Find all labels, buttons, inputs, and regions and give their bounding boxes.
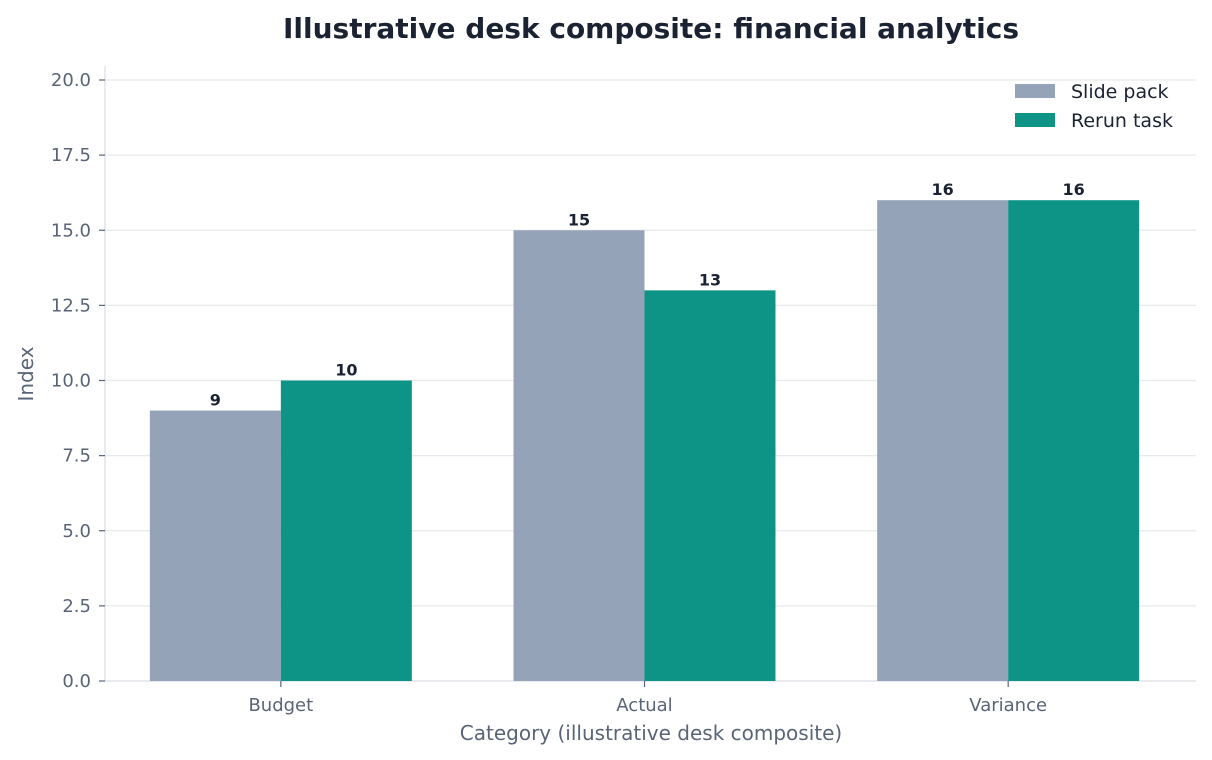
bar — [513, 230, 645, 681]
bar — [280, 380, 412, 681]
bar — [149, 410, 281, 681]
y-tick-label: 10.0 — [51, 371, 91, 392]
y-tick-label: 20.0 — [51, 70, 91, 91]
legend-label: Rerun task — [1071, 110, 1173, 132]
bars — [149, 200, 1140, 681]
y-tick-label: 7.5 — [62, 446, 91, 467]
x-axis-ticks: Budget Actual Variance — [248, 681, 1047, 716]
y-tick-label: 5.0 — [62, 521, 91, 542]
y-tick-label: 0.0 — [62, 671, 91, 692]
y-tick-label: 12.5 — [51, 295, 91, 316]
x-tick-label: Budget — [248, 695, 313, 716]
bar-value-labels: 9 10 15 13 16 16 — [210, 180, 1085, 409]
y-tick-label: 17.5 — [51, 145, 91, 166]
y-axis-ticks: 0.0 2.5 5.0 7.5 10.0 12.5 15.0 17.5 20.0 — [51, 70, 105, 692]
x-tick-label: Actual — [616, 695, 672, 716]
bar-value-label: 16 — [1063, 180, 1085, 199]
bar-value-label: 16 — [932, 180, 954, 199]
bar-value-label: 13 — [699, 270, 721, 289]
bar-value-label: 9 — [210, 391, 221, 410]
x-tick-label: Variance — [969, 695, 1047, 716]
chart-title: Illustrative desk composite: financial a… — [283, 12, 1019, 45]
y-tick-label: 15.0 — [51, 220, 91, 241]
y-tick-label: 2.5 — [62, 596, 91, 617]
bar-value-label: 10 — [335, 361, 357, 380]
legend-label: Slide pack — [1071, 81, 1169, 103]
bar-value-label: 15 — [568, 210, 590, 229]
bar — [644, 290, 776, 681]
bar — [877, 200, 1009, 681]
x-axis-label: Category (illustrative desk composite) — [460, 721, 842, 745]
legend-swatch — [1015, 84, 1055, 98]
y-axis-label: Index — [14, 346, 38, 401]
legend: Slide pack Rerun task — [1015, 81, 1173, 132]
bar — [1008, 200, 1140, 681]
legend-swatch — [1015, 113, 1055, 127]
